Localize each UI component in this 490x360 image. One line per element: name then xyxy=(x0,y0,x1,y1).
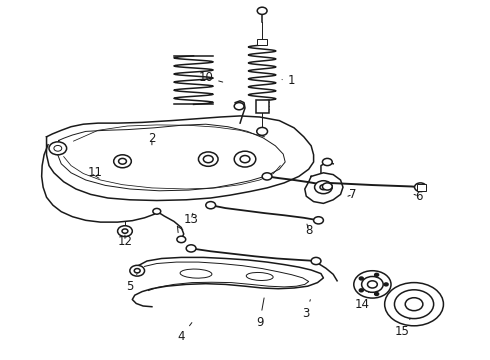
Circle shape xyxy=(257,7,267,14)
Circle shape xyxy=(320,185,327,190)
Circle shape xyxy=(198,152,218,166)
Text: 4: 4 xyxy=(177,323,192,343)
Circle shape xyxy=(368,281,377,288)
Bar xyxy=(256,100,269,113)
Circle shape xyxy=(359,289,363,292)
Text: 9: 9 xyxy=(256,298,264,329)
Text: 5: 5 xyxy=(126,274,137,293)
Circle shape xyxy=(314,217,323,224)
Circle shape xyxy=(153,208,161,214)
Circle shape xyxy=(375,293,379,296)
Text: 14: 14 xyxy=(355,292,370,311)
Circle shape xyxy=(119,158,126,164)
Circle shape xyxy=(118,226,132,237)
Bar xyxy=(257,39,267,45)
Circle shape xyxy=(49,142,67,155)
Circle shape xyxy=(114,155,131,168)
Circle shape xyxy=(262,173,272,180)
Circle shape xyxy=(415,183,426,192)
Circle shape xyxy=(134,269,140,273)
Circle shape xyxy=(311,257,321,265)
Ellipse shape xyxy=(246,273,273,280)
Text: 8: 8 xyxy=(305,224,313,237)
Circle shape xyxy=(130,265,145,276)
Circle shape xyxy=(322,158,332,166)
Text: 12: 12 xyxy=(118,235,132,248)
Circle shape xyxy=(240,156,250,163)
Circle shape xyxy=(54,145,62,151)
Text: 7: 7 xyxy=(348,188,357,201)
Circle shape xyxy=(385,283,443,326)
Circle shape xyxy=(203,156,213,163)
Text: 6: 6 xyxy=(414,190,423,203)
Circle shape xyxy=(405,298,423,311)
Ellipse shape xyxy=(180,269,212,278)
Circle shape xyxy=(234,151,256,167)
Circle shape xyxy=(362,276,383,292)
Circle shape xyxy=(315,181,332,194)
Circle shape xyxy=(177,236,186,243)
Circle shape xyxy=(186,245,196,252)
Circle shape xyxy=(322,183,332,190)
Circle shape xyxy=(257,127,268,135)
Text: 3: 3 xyxy=(302,300,310,320)
Circle shape xyxy=(234,103,244,110)
Circle shape xyxy=(375,273,379,276)
Text: 10: 10 xyxy=(198,71,223,84)
Circle shape xyxy=(359,277,363,280)
Text: 1: 1 xyxy=(282,75,295,87)
Text: 11: 11 xyxy=(88,166,103,179)
Text: 15: 15 xyxy=(394,319,410,338)
Circle shape xyxy=(122,229,128,233)
Text: 13: 13 xyxy=(184,213,198,226)
Text: 2: 2 xyxy=(148,132,156,145)
Circle shape xyxy=(354,271,391,298)
Bar xyxy=(416,184,426,191)
Circle shape xyxy=(206,202,216,209)
Circle shape xyxy=(394,290,434,319)
Circle shape xyxy=(384,283,388,286)
